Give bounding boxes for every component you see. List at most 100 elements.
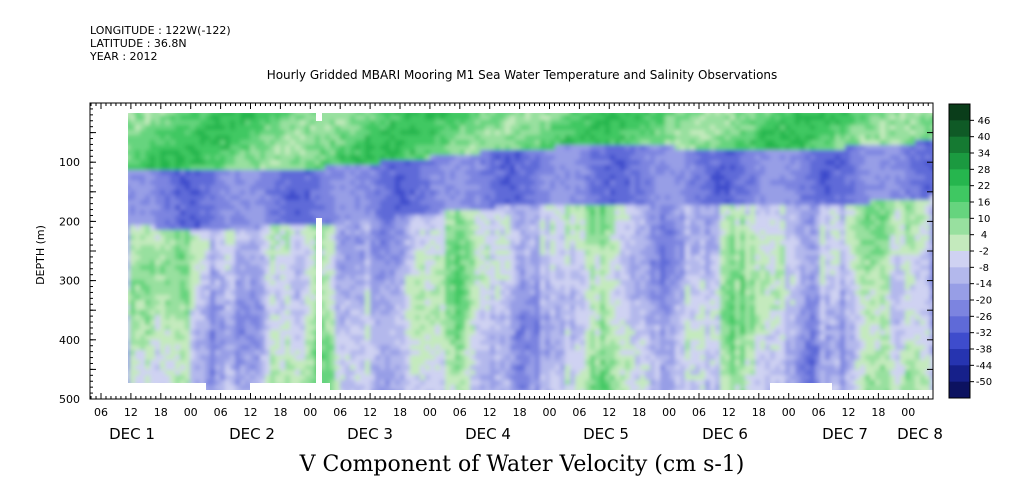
heatmap-cell xyxy=(240,115,246,121)
heatmap-cell xyxy=(145,210,151,216)
heatmap-cell xyxy=(220,130,226,136)
heatmap-cell xyxy=(175,310,181,316)
heatmap-cell xyxy=(405,260,411,266)
heatmap-cell xyxy=(555,135,561,141)
heatmap-cell xyxy=(185,220,191,226)
heatmap-cell xyxy=(400,195,406,201)
heatmap-cell xyxy=(480,200,486,206)
heatmap-cell xyxy=(430,170,436,176)
heatmap-cell xyxy=(135,113,141,116)
heatmap-cell xyxy=(140,270,146,276)
heatmap-cell xyxy=(190,155,196,161)
heatmap-cell xyxy=(525,115,531,121)
heatmap-cell xyxy=(260,160,266,166)
heatmap-cell xyxy=(375,140,381,146)
heatmap-cell xyxy=(450,220,456,226)
heatmap-cell xyxy=(315,120,321,126)
heatmap-cell xyxy=(135,365,141,371)
heatmap-cell xyxy=(275,305,281,311)
heatmap-cell xyxy=(460,195,466,201)
heatmap-cell xyxy=(130,200,136,206)
heatmap-cell xyxy=(460,340,466,346)
heatmap-cell xyxy=(225,370,231,376)
heatmap-cell xyxy=(330,125,336,131)
heatmap-cell xyxy=(505,140,511,146)
heatmap-cell xyxy=(155,350,161,356)
heatmap-cell xyxy=(455,215,461,221)
heatmap-cell xyxy=(285,230,291,236)
heatmap-cell xyxy=(190,295,196,301)
heatmap-cell xyxy=(230,285,236,291)
heatmap-cell xyxy=(500,345,506,351)
heatmap-cell xyxy=(295,370,301,376)
heatmap-cell xyxy=(500,330,506,336)
heatmap-cell xyxy=(205,305,211,311)
heatmap-cell xyxy=(335,215,341,221)
heatmap-cell xyxy=(195,130,201,136)
heatmap-cell xyxy=(315,165,321,171)
heatmap-cell xyxy=(435,295,441,301)
heatmap-cell xyxy=(195,315,201,321)
heatmap-cell xyxy=(290,265,296,271)
heatmap-cell xyxy=(135,170,141,176)
heatmap-cell xyxy=(370,290,376,296)
heatmap-cell xyxy=(360,340,366,346)
heatmap-cell xyxy=(530,345,536,351)
heatmap-cell xyxy=(310,155,316,161)
heatmap-cell xyxy=(435,195,441,201)
heatmap-cell xyxy=(165,325,171,331)
heatmap-cell xyxy=(450,380,456,386)
heatmap-cell xyxy=(390,130,396,136)
heatmap-cell xyxy=(385,170,391,176)
heatmap-cell xyxy=(320,275,326,281)
heatmap-cell xyxy=(180,205,186,211)
heatmap-cell xyxy=(490,290,496,296)
heatmap-cell xyxy=(340,115,346,121)
heatmap-cell xyxy=(495,140,501,146)
heatmap-cell xyxy=(260,340,266,346)
heatmap-cell xyxy=(415,145,421,151)
heatmap-cell xyxy=(300,255,306,261)
heatmap-cell xyxy=(310,280,316,286)
heatmap-cell xyxy=(560,120,566,126)
heatmap-cell xyxy=(555,215,561,221)
heatmap-cell xyxy=(160,135,166,141)
heatmap-cell xyxy=(365,280,371,286)
heatmap-cell xyxy=(165,190,171,196)
heatmap-cell xyxy=(490,130,496,136)
heatmap-cell xyxy=(250,200,256,206)
heatmap-cell xyxy=(335,265,341,271)
heatmap-cell xyxy=(140,295,146,301)
heatmap-cell xyxy=(470,220,476,226)
heatmap-cell xyxy=(165,305,171,311)
heatmap-cell xyxy=(355,255,361,261)
heatmap-cell xyxy=(235,290,241,296)
heatmap-cell xyxy=(345,290,351,296)
heatmap-cell xyxy=(285,380,291,386)
heatmap-cell xyxy=(200,205,206,211)
heatmap-cell xyxy=(465,265,471,271)
heatmap-cell xyxy=(370,370,376,376)
heatmap-cell xyxy=(230,220,236,226)
heatmap-cell xyxy=(445,190,451,196)
heatmap-cell xyxy=(220,305,226,311)
heatmap-cell xyxy=(500,135,506,141)
heatmap-cell xyxy=(195,340,201,346)
heatmap-cell xyxy=(550,113,556,116)
heatmap-cell xyxy=(555,290,561,296)
heatmap-cell xyxy=(230,125,236,131)
heatmap-cell xyxy=(430,370,436,376)
heatmap-cell xyxy=(225,330,231,336)
heatmap-cell xyxy=(160,210,166,216)
heatmap-cell xyxy=(250,130,256,136)
heatmap-cell xyxy=(525,200,531,206)
heatmap-cell xyxy=(370,185,376,191)
heatmap-cell xyxy=(325,115,331,121)
heatmap-cell xyxy=(510,113,516,116)
heatmap-cell xyxy=(500,140,506,146)
heatmap-cell xyxy=(280,335,286,341)
heatmap-cell xyxy=(160,190,166,196)
heatmap-cell xyxy=(505,240,511,246)
heatmap-cell xyxy=(190,350,196,356)
heatmap-cell xyxy=(150,350,156,356)
